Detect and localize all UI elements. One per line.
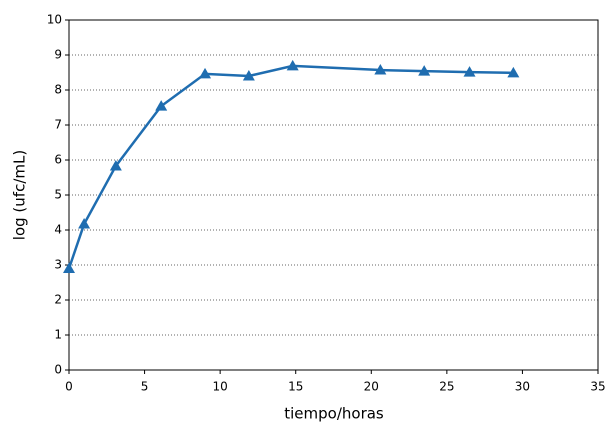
- x-axis-label: tiempo/horas: [284, 405, 384, 423]
- y-tick-label: 10: [47, 13, 62, 27]
- y-tick-label: 5: [54, 188, 62, 202]
- data-marker: [109, 159, 122, 171]
- data-marker: [418, 65, 431, 76]
- y-tick-label: 8: [54, 83, 62, 97]
- y-tick-label: 2: [54, 293, 62, 307]
- x-tick-label: 35: [590, 380, 605, 394]
- x-tick-label: 30: [515, 380, 530, 394]
- data-marker: [242, 70, 255, 81]
- data-marker: [199, 67, 212, 79]
- data-marker: [374, 64, 387, 75]
- y-tick-label: 1: [54, 328, 62, 342]
- x-tick-label: 25: [439, 380, 454, 394]
- data-marker: [78, 218, 91, 229]
- data-marker: [507, 66, 520, 78]
- data-marker: [63, 262, 75, 273]
- data-marker: [286, 59, 299, 71]
- data-marker: [155, 100, 168, 111]
- y-axis-label: log (ufc/mL): [11, 150, 29, 240]
- data-line: [67, 64, 514, 269]
- y-tick-label: 9: [54, 48, 62, 62]
- x-tick-label: 10: [213, 380, 228, 394]
- y-tick-label: 4: [54, 223, 62, 237]
- x-tick-label: 5: [141, 380, 149, 394]
- data-marker: [463, 66, 476, 77]
- y-tick-label: 3: [54, 258, 62, 272]
- y-tick-label: 7: [54, 118, 62, 132]
- x-tick-label: 20: [364, 380, 379, 394]
- x-tick-label: 15: [288, 380, 303, 394]
- x-tick-label: 0: [65, 380, 73, 394]
- y-tick-label: 0: [54, 363, 62, 377]
- y-tick-label: 6: [54, 153, 62, 167]
